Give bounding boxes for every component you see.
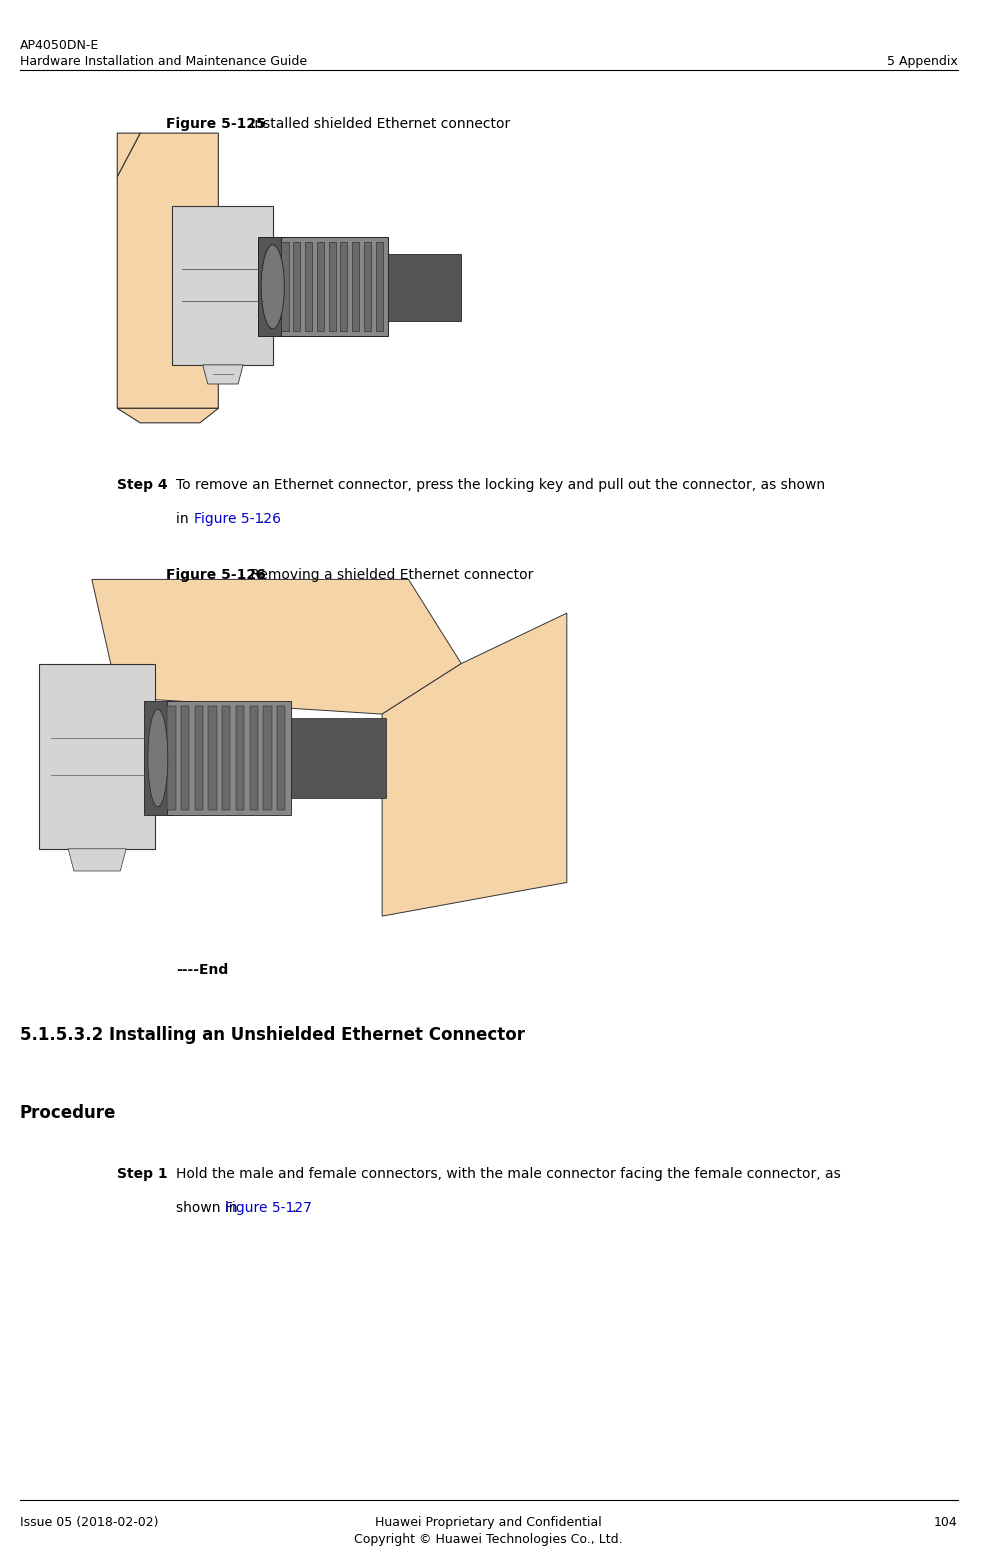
Text: To remove an Ethernet connector, press the locking key and pull out the connecto: To remove an Ethernet connector, press t…: [176, 478, 824, 492]
FancyBboxPatch shape: [181, 706, 190, 810]
Text: Figure 5-126: Figure 5-126: [194, 512, 280, 526]
Text: 5.1.5.3.2 Installing an Unshielded Ethernet Connector: 5.1.5.3.2 Installing an Unshielded Ether…: [19, 1026, 524, 1043]
Polygon shape: [117, 133, 218, 409]
FancyBboxPatch shape: [39, 579, 567, 916]
Text: in: in: [176, 512, 193, 526]
FancyBboxPatch shape: [222, 706, 231, 810]
FancyBboxPatch shape: [277, 706, 285, 810]
FancyBboxPatch shape: [293, 243, 300, 332]
Text: Step 1: Step 1: [117, 1167, 168, 1181]
FancyBboxPatch shape: [328, 243, 335, 332]
FancyBboxPatch shape: [39, 664, 155, 849]
FancyBboxPatch shape: [143, 700, 172, 816]
FancyBboxPatch shape: [281, 238, 387, 337]
Text: Issue 05 (2018-02-02): Issue 05 (2018-02-02): [19, 1516, 157, 1528]
Text: .: .: [291, 1201, 295, 1215]
FancyBboxPatch shape: [291, 717, 385, 799]
Polygon shape: [203, 365, 243, 384]
FancyBboxPatch shape: [340, 243, 347, 332]
Text: 5 Appendix: 5 Appendix: [886, 55, 957, 67]
Text: Hold the male and female connectors, with the male connector facing the female c: Hold the male and female connectors, wit…: [176, 1167, 840, 1181]
FancyBboxPatch shape: [117, 133, 576, 423]
Text: Removing a shielded Ethernet connector: Removing a shielded Ethernet connector: [246, 568, 534, 583]
Polygon shape: [382, 612, 567, 916]
Text: Figure 5-126: Figure 5-126: [165, 568, 266, 583]
FancyBboxPatch shape: [281, 243, 288, 332]
FancyBboxPatch shape: [168, 706, 176, 810]
Polygon shape: [117, 409, 218, 423]
Polygon shape: [68, 849, 126, 871]
Text: Figure 5-125: Figure 5-125: [165, 117, 266, 132]
FancyBboxPatch shape: [168, 700, 291, 816]
FancyBboxPatch shape: [375, 243, 382, 332]
FancyBboxPatch shape: [352, 243, 359, 332]
FancyBboxPatch shape: [250, 706, 258, 810]
Text: 104: 104: [933, 1516, 957, 1528]
FancyBboxPatch shape: [364, 243, 371, 332]
Text: AP4050DN-E: AP4050DN-E: [19, 39, 98, 52]
Text: Figure 5-127: Figure 5-127: [225, 1201, 311, 1215]
Ellipse shape: [261, 244, 284, 329]
FancyBboxPatch shape: [195, 706, 203, 810]
Text: shown in: shown in: [176, 1201, 242, 1215]
Text: Huawei Proprietary and Confidential: Huawei Proprietary and Confidential: [375, 1516, 602, 1528]
Text: Procedure: Procedure: [19, 1104, 115, 1121]
FancyBboxPatch shape: [305, 243, 312, 332]
FancyBboxPatch shape: [317, 243, 324, 332]
Polygon shape: [117, 133, 140, 177]
FancyBboxPatch shape: [258, 238, 287, 337]
Text: Copyright © Huawei Technologies Co., Ltd.: Copyright © Huawei Technologies Co., Ltd…: [354, 1533, 622, 1546]
Polygon shape: [91, 579, 460, 714]
FancyBboxPatch shape: [209, 706, 217, 810]
Text: ----End: ----End: [176, 963, 228, 977]
FancyBboxPatch shape: [173, 205, 273, 365]
Text: Hardware Installation and Maintenance Guide: Hardware Installation and Maintenance Gu…: [19, 55, 306, 67]
Text: .: .: [260, 512, 264, 526]
FancyBboxPatch shape: [236, 706, 244, 810]
FancyBboxPatch shape: [263, 706, 272, 810]
Text: Step 4: Step 4: [117, 478, 168, 492]
Ellipse shape: [147, 709, 168, 806]
Text: Installed shielded Ethernet connector: Installed shielded Ethernet connector: [246, 117, 510, 132]
FancyBboxPatch shape: [387, 254, 460, 321]
